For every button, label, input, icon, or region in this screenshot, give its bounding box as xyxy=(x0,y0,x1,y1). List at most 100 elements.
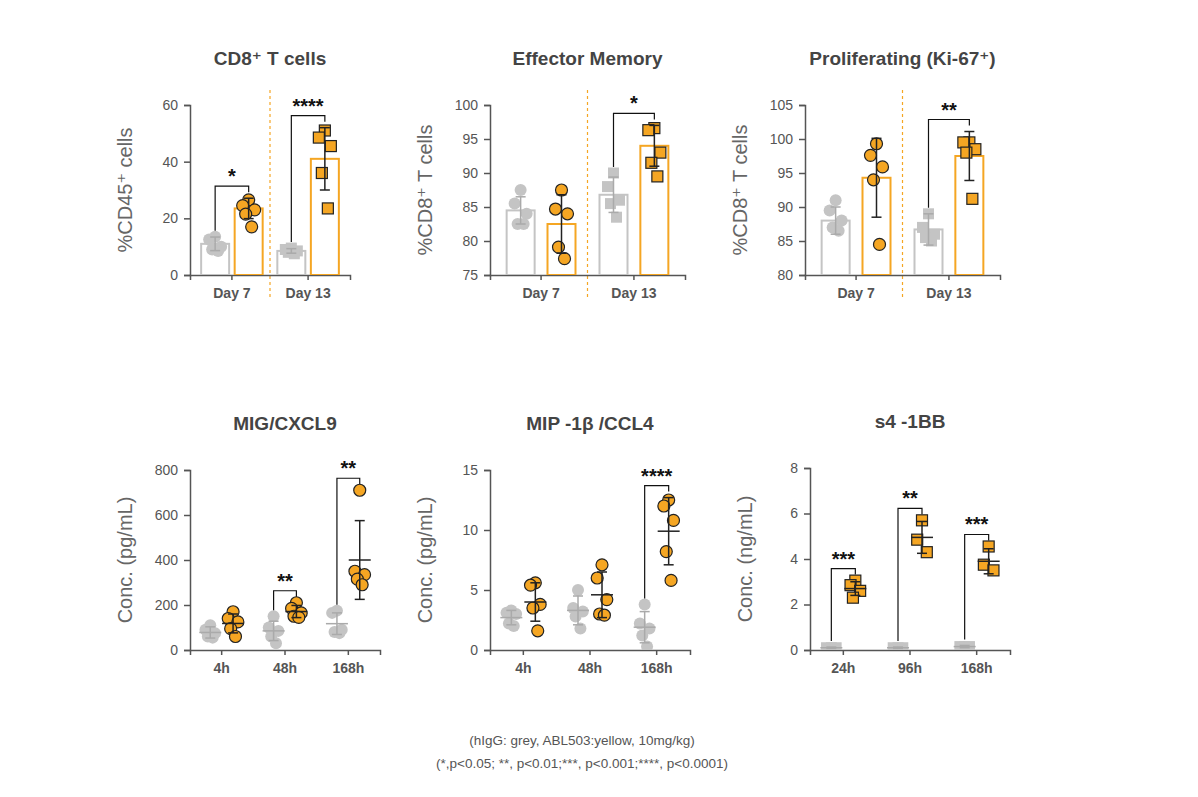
tick-label: 90 xyxy=(777,199,793,215)
tick: 80 xyxy=(777,267,805,283)
y-axis: 02468 xyxy=(790,460,810,658)
error-bar xyxy=(506,610,516,624)
error-bar xyxy=(872,138,882,217)
point xyxy=(665,574,677,586)
tick: 20 xyxy=(162,210,190,226)
tick-label: 90 xyxy=(462,165,478,181)
panel: CD8⁺ T cells%CD45⁺ cells0204060Day 7Day … xyxy=(114,48,351,301)
point xyxy=(333,627,345,639)
tick-label: 4 xyxy=(790,551,798,567)
tick-mark xyxy=(484,207,490,209)
tick-label: 4h xyxy=(213,660,229,676)
tick: 10 xyxy=(462,522,490,538)
mean-line xyxy=(887,647,909,649)
point xyxy=(559,253,571,265)
error-cap xyxy=(506,624,516,626)
error-line xyxy=(511,610,513,624)
point xyxy=(596,559,608,571)
tick-label: Day 7 xyxy=(522,285,560,301)
x-axis: Day 7Day 13 xyxy=(491,275,686,301)
tick-mark xyxy=(221,650,223,655)
tick-label: 0 xyxy=(170,642,178,658)
point xyxy=(562,208,574,220)
error-line xyxy=(613,177,615,212)
tick-label: 200 xyxy=(155,597,179,613)
point xyxy=(553,241,565,253)
significance-label: ** xyxy=(941,99,957,121)
tick: 85 xyxy=(777,233,805,249)
title: Effector Memory xyxy=(513,48,663,69)
error-cap xyxy=(269,640,279,642)
significance-bracket xyxy=(965,534,989,639)
tick-mark xyxy=(804,559,810,561)
point xyxy=(921,547,932,558)
tick-mark xyxy=(804,650,810,652)
point xyxy=(608,168,619,179)
tick: 200 xyxy=(155,597,190,613)
tick: Day 13 xyxy=(926,275,971,301)
tick-label: 6 xyxy=(790,505,798,521)
error-cap xyxy=(640,611,650,613)
tick-mark xyxy=(484,275,490,277)
significance-label: * xyxy=(630,92,638,114)
tick-mark xyxy=(184,161,190,163)
panel: MIP -1β /CCL4Conc. (pg/mL)0510154h48h168… xyxy=(414,413,691,676)
tick: 800 xyxy=(155,462,190,478)
panel: s4 -1BBConc. (ng/mL)0246824h96h168h*****… xyxy=(734,411,1011,676)
significance-label: ** xyxy=(902,487,918,509)
error-cap xyxy=(205,637,215,639)
plot-area xyxy=(507,123,669,275)
tick-mark xyxy=(231,275,233,280)
point xyxy=(515,184,527,196)
caption: (hIgG: grey, ABL503:yellow, 10mg/kg) xyxy=(469,733,695,748)
error-line xyxy=(577,596,579,625)
point xyxy=(958,137,969,148)
point xyxy=(961,147,972,158)
tick: 100 xyxy=(770,131,805,147)
point xyxy=(521,208,533,220)
tick-mark xyxy=(855,275,857,280)
tick: 8 xyxy=(790,460,810,476)
error-bar xyxy=(557,195,567,253)
axis-line xyxy=(184,471,191,651)
tick: 400 xyxy=(155,552,190,568)
axis-line xyxy=(484,106,491,276)
error-cap xyxy=(228,632,238,634)
error-line xyxy=(520,197,522,224)
axis-line xyxy=(491,651,691,656)
axis-line xyxy=(184,106,191,276)
tick-mark xyxy=(656,650,658,655)
error-cap xyxy=(960,647,970,649)
error-line xyxy=(921,521,923,553)
tick: Day 7 xyxy=(213,275,251,301)
plot-area xyxy=(822,132,984,275)
error-cap xyxy=(573,624,583,626)
point xyxy=(641,640,653,650)
significance-bracket xyxy=(215,186,249,231)
tick-mark xyxy=(799,173,805,175)
tick-label: 75 xyxy=(462,267,478,283)
point xyxy=(824,204,836,216)
point xyxy=(865,149,877,161)
y-axis: 0204060 xyxy=(162,97,190,283)
tick-label: 2 xyxy=(790,596,798,612)
tick-label: 85 xyxy=(777,233,793,249)
error-cap xyxy=(917,553,927,555)
tick-label: 5 xyxy=(470,582,478,598)
point xyxy=(639,598,651,610)
point xyxy=(598,609,610,621)
tick: 96h xyxy=(898,650,922,676)
error-bar xyxy=(826,647,836,648)
error-cap xyxy=(286,248,296,250)
error-cap xyxy=(609,212,619,214)
error-cap xyxy=(210,250,220,252)
error-bar xyxy=(205,627,215,638)
tick-label: Day 7 xyxy=(837,285,875,301)
error-bar xyxy=(831,207,841,234)
point xyxy=(847,592,858,603)
tick-label: 80 xyxy=(777,267,793,283)
tick-mark xyxy=(484,590,490,592)
tick-label: 168h xyxy=(332,660,364,676)
x-axis: Day 7Day 13 xyxy=(191,275,351,301)
error-line xyxy=(928,214,930,245)
